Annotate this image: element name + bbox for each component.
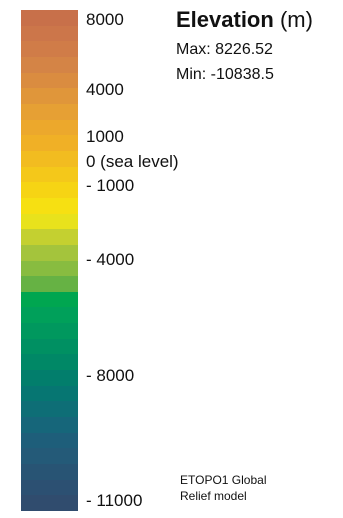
color-band: [21, 260, 78, 277]
color-band: [21, 88, 78, 104]
color-band: [21, 229, 78, 245]
color-band: [21, 479, 78, 496]
tick-label-minus-11000: - 11000: [86, 491, 143, 510]
color-band: [21, 182, 78, 198]
elevation-color-bar: [21, 10, 78, 511]
color-band: [21, 448, 78, 465]
source-line-2: Relief model: [180, 489, 247, 503]
source-line-1: ETOPO1 Global: [180, 473, 267, 487]
color-band: [21, 213, 78, 230]
color-band: [21, 338, 78, 355]
tick-label-minus-4000: - 4000: [86, 250, 135, 269]
color-band: [21, 464, 78, 480]
color-band: [21, 150, 78, 167]
color-band: [21, 197, 78, 214]
color-band: [21, 166, 78, 183]
color-band: [21, 135, 78, 151]
color-band: [21, 432, 78, 449]
color-band: [21, 276, 78, 292]
legend-unit: (m): [279, 7, 313, 32]
color-band: [21, 119, 78, 136]
data-source-note: ETOPO1 Global Relief model: [180, 472, 266, 504]
legend-title-text: Elevation: [176, 7, 274, 32]
color-band: [21, 72, 78, 89]
color-band: [21, 354, 78, 371]
color-band: [21, 10, 78, 26]
tick-label-sea-level: 0 (sea level): [86, 152, 179, 171]
color-band: [21, 495, 78, 511]
color-band: [21, 385, 78, 402]
tick-label-1000: 1000: [86, 127, 124, 146]
color-band: [21, 323, 78, 339]
color-band: [21, 244, 78, 261]
color-band: [21, 103, 78, 120]
tick-label-4000: 4000: [86, 80, 124, 99]
color-band: [21, 307, 78, 324]
color-band: [21, 370, 78, 386]
color-band: [21, 25, 78, 42]
color-band: [21, 56, 78, 73]
color-band: [21, 417, 78, 433]
tick-label-minus-1000: - 1000: [86, 176, 135, 195]
max-elevation-label: Max: 8226.52: [176, 41, 273, 58]
legend-title: Elevation (m): [176, 6, 313, 34]
min-elevation-label: Min: -10838.5: [176, 66, 274, 83]
tick-label-8000: 8000: [86, 10, 124, 29]
color-band: [21, 41, 78, 57]
color-band: [21, 291, 78, 308]
color-band: [21, 401, 78, 418]
tick-label-minus-8000: - 8000: [86, 366, 135, 385]
